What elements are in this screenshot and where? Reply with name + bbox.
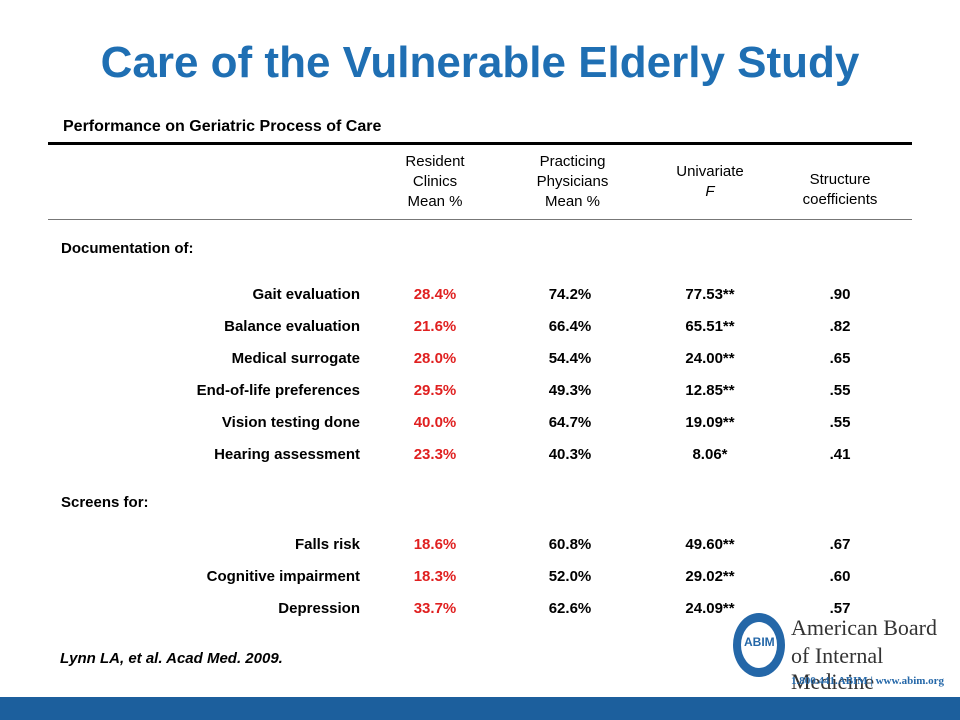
table-top-rule (48, 142, 912, 145)
table-row: Falls risk 18.6% 60.8% 49.60** .67 (294, 536, 851, 553)
abim-seal-icon: ABIM (733, 613, 785, 677)
table-row: Vision testing done 40.0% 64.7% 19.09** … (221, 414, 851, 431)
slide-title: Care of the Vulnerable Elderly Study (100, 38, 860, 87)
column-header-practicing: Practicing Physicians Mean % (536, 153, 609, 210)
table-row: Balance evaluation 21.6% 66.4% 65.51** .… (224, 318, 851, 335)
table-row: Cognitive impairment 18.3% 52.0% 29.02**… (206, 568, 851, 585)
table-row: Depression 33.7% 62.6% 24.09** .57 (278, 600, 851, 617)
section-heading-documentation: Documentation of: (61, 240, 194, 257)
footer-bar (0, 697, 960, 720)
table-row: Hearing assessment 23.3% 40.3% 8.06* .41 (214, 446, 851, 463)
citation: Lynn LA, et al. Acad Med. 2009. (60, 650, 283, 667)
section-heading-screens: Screens for: (61, 494, 149, 511)
table-row: Medical surrogate 28.0% 54.4% 24.00** .6… (231, 350, 851, 367)
header-rule (48, 219, 912, 220)
abim-logo: ABIM American Board of Internal Medicine… (733, 613, 953, 695)
table-caption: Performance on Geriatric Process of Care (63, 118, 382, 135)
table-row: Gait evaluation 28.4% 74.2% 77.53** .90 (252, 286, 851, 303)
column-header-structure: Structure coefficients (802, 171, 878, 208)
table-row: End-of-life preferences 29.5% 49.3% 12.8… (196, 382, 851, 399)
logo-org-line2: of Internal Medicine (791, 643, 884, 694)
column-header-univariate: Univariate F (676, 163, 744, 200)
logo-org-line1: American Board (791, 615, 937, 640)
column-header-resident: Resident Clinics Mean % (405, 153, 465, 210)
logo-contact: 1.800.441.ABIM | www.abim.org (791, 675, 945, 687)
